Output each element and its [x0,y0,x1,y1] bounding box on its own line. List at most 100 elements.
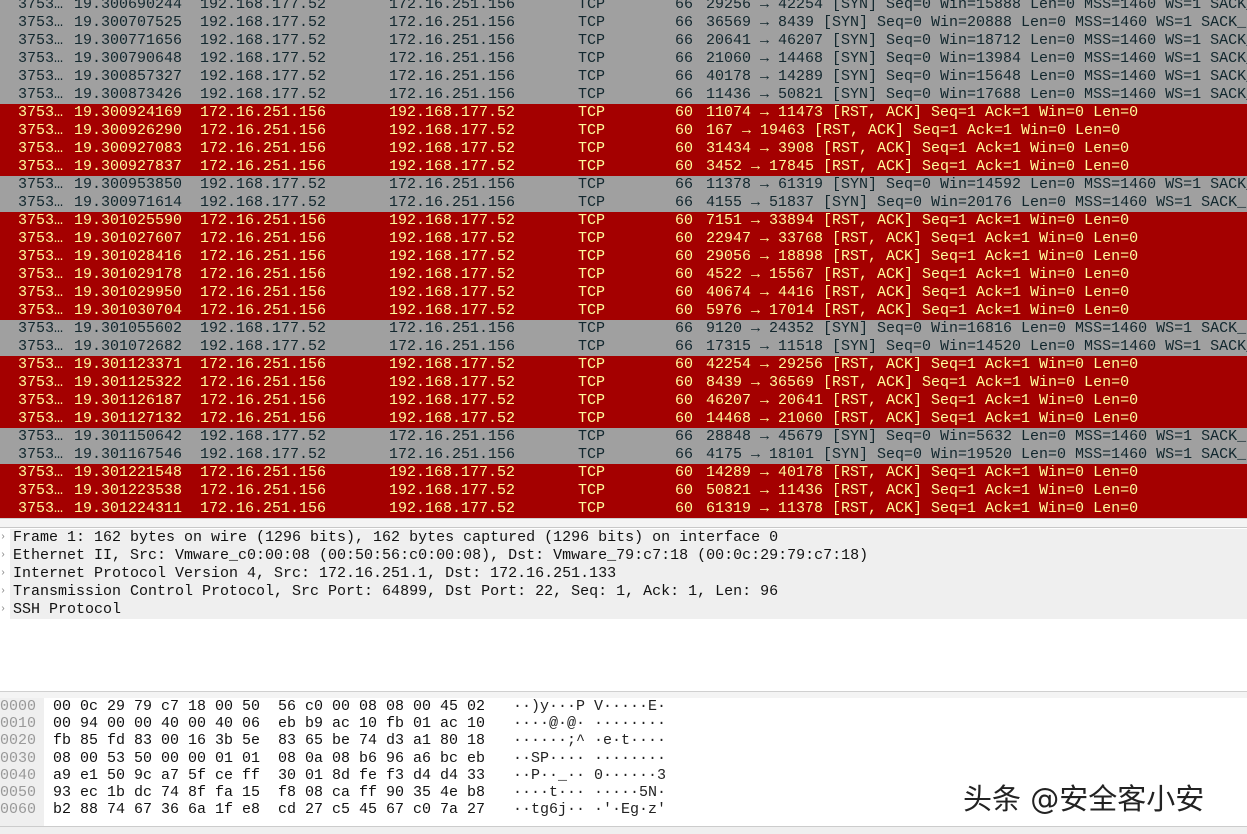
packet-row[interactable]: 3753… 19.300790648 192.168.177.52 172.16.25… [0,50,1247,68]
hex-bytes: 56 c0 00 08 08 00 45 02 [278,698,486,715]
packet-row[interactable]: 3753… 19.300857327 192.168.177.52 172.16.25… [0,68,1247,86]
packet-source: 192.168.177.52 [200,428,327,445]
packet-source: 172.16.251.156 [200,158,327,175]
detail-tree-item[interactable]: › Frame 1: 162 bytes on wire (1296 bits),… [0,529,1247,547]
packet-row[interactable]: 3753… 19.300927083 172.16.251.156 192.168.1… [0,140,1247,158]
packet-destination: 192.168.177.52 [389,356,516,373]
packet-number: 3753… [18,158,64,175]
hex-offset: 0050 [0,783,37,801]
packet-protocol: TCP [578,410,606,427]
packet-destination: 172.16.251.156 [389,320,516,337]
packet-number: 3753… [18,338,64,355]
packet-time: 19.300924169 [74,104,183,121]
packet-time: 19.301224311 [74,500,183,517]
packet-row[interactable]: 3753… 19.300971614 192.168.177.52 172.16.25… [0,194,1247,212]
packet-length: 66 [674,428,693,445]
packet-row[interactable]: 3753… 19.300771656 192.168.177.52 172.16.25… [0,32,1247,50]
packet-row[interactable]: 3753… 19.301224311 172.16.251.156 192.168.1… [0,500,1247,518]
detail-tree-item[interactable]: › SSH Protocol [0,601,1247,619]
packet-info: 46207 → 20641 [RST, ACK] Seq=1 Ack=1 Win… [706,392,1139,409]
packet-row[interactable]: 3753… 19.301125322 172.16.251.156 192.168.1… [0,374,1247,392]
packet-row[interactable]: 3753… 19.301028416 172.16.251.156 192.168.1… [0,248,1247,266]
packet-row[interactable]: 3753… 19.300953850 192.168.177.52 172.16.25… [0,176,1247,194]
packet-source: 192.168.177.52 [200,320,327,337]
packet-destination: 172.16.251.156 [389,68,516,85]
packet-info: 11074 → 11473 [RST, ACK] Seq=1 Ack=1 Win… [706,104,1139,121]
packet-source: 172.16.251.156 [200,464,327,481]
packet-source: 192.168.177.52 [200,338,327,355]
packet-row[interactable]: 3753… 19.301027607 172.16.251.156 192.168.1… [0,230,1247,248]
packet-time: 19.301223538 [74,482,183,499]
hex-offset: 0020 [0,732,37,750]
packet-protocol: TCP [578,392,606,409]
packet-row[interactable]: 3753… 19.301223538 172.16.251.156 192.168.1… [0,482,1247,500]
packet-protocol: TCP [578,212,606,229]
packet-info: 42254 → 29256 [RST, ACK] Seq=1 Ack=1 Win… [706,356,1139,373]
packet-row[interactable]: 3753… 19.301126187 172.16.251.156 192.168.1… [0,392,1247,410]
packet-number: 3753… [18,86,64,103]
detail-tree-item[interactable]: › Internet Protocol Version 4, Src: 172.1… [0,565,1247,583]
packet-number: 3753… [18,248,64,265]
hex-ascii: ··P··_·· 0······3 [513,766,667,784]
hex-row[interactable]: 0050 93 ec 1b dc 74 8f fa 15 f8 08 ca ff 9… [0,784,1247,801]
hex-bytes: a9 e1 50 9c a7 5f ce ff [53,766,261,784]
packet-row[interactable]: 3753… 19.301221548 172.16.251.156 192.168.1… [0,464,1247,482]
hex-row[interactable]: 0000 00 0c 29 79 c7 18 00 50 56 c0 00 08 0… [0,698,1247,715]
expand-arrow-icon[interactable]: › [0,532,7,543]
hex-ascii: ··tg6j·· ·'·Eg·z' [513,801,667,819]
packet-details-pane[interactable]: › Frame 1: 162 bytes on wire (1296 bits),… [0,529,1247,691]
pane-splitter[interactable] [0,518,1247,528]
packet-number: 3753… [18,176,64,193]
hex-ascii: ··)y···P V·····E· [513,698,667,715]
hex-row[interactable]: 0030 08 00 53 50 00 00 01 01 08 0a 08 b6 9… [0,750,1247,767]
packet-row[interactable]: 3753… 19.301029950 172.16.251.156 192.168.1… [0,284,1247,302]
packet-protocol: TCP [578,68,606,85]
packet-length: 66 [674,446,693,463]
hex-row[interactable]: 0020 fb 85 fd 83 00 16 3b 5e 83 65 be 74 d… [0,732,1247,749]
packet-row[interactable]: 3753… 19.301123371 172.16.251.156 192.168.1… [0,356,1247,374]
hex-offset: 0030 [0,749,37,767]
hex-row[interactable]: 0040 a9 e1 50 9c a7 5f ce ff 30 01 8d fe f… [0,767,1247,784]
packet-row[interactable]: 3753… 19.301055602 192.168.177.52 172.16.25… [0,320,1247,338]
packet-length: 66 [674,338,693,355]
packet-row[interactable]: 3753… 19.300927837 172.16.251.156 192.168.1… [0,158,1247,176]
expand-arrow-icon[interactable]: › [0,604,7,615]
packet-source: 172.16.251.156 [200,248,327,265]
packet-number: 3753… [18,374,64,391]
packet-info: 50821 → 11436 [RST, ACK] Seq=1 Ack=1 Win… [706,482,1139,499]
packet-row[interactable]: 3753… 19.300873426 192.168.177.52 172.16.25… [0,86,1247,104]
packet-row[interactable]: 3753… 19.300707525 192.168.177.52 172.16.25… [0,14,1247,32]
packet-row[interactable]: 3753… 19.301167546 192.168.177.52 172.16.25… [0,446,1247,464]
hex-row[interactable]: 0010 00 94 00 00 40 00 40 06 eb b9 ac 10 f… [0,715,1247,732]
detail-tree-item[interactable]: › Ethernet II, Src: Vmware_c0:00:08 (00:5… [0,547,1247,565]
packet-row[interactable]: 3753… 19.301150642 192.168.177.52 172.16.25… [0,428,1247,446]
packet-row[interactable]: 3753… 19.301029178 172.16.251.156 192.168.1… [0,266,1247,284]
packet-length: 60 [674,464,693,481]
hex-row[interactable]: 0060 b2 88 74 67 36 6a 1f e8 cd 27 c5 45 6… [0,801,1247,818]
packet-bytes-pane[interactable]: 0000 00 0c 29 79 c7 18 00 50 56 c0 00 08 0… [0,698,1247,826]
packet-row[interactable]: 3753… 19.301030704 172.16.251.156 192.168.1… [0,302,1247,320]
packet-length: 66 [674,176,693,193]
packet-number: 3753… [18,50,64,67]
packet-row[interactable]: 3753… 19.300690244 192.168.177.52 172.16.25… [0,0,1247,14]
detail-tree-item[interactable]: › Transmission Control Protocol, Src Port… [0,583,1247,601]
expand-arrow-icon[interactable]: › [0,586,7,597]
packet-number: 3753… [18,230,64,247]
packet-destination: 192.168.177.52 [389,104,516,121]
packet-number: 3753… [18,266,64,283]
packet-source: 192.168.177.52 [200,0,327,13]
packet-row[interactable]: 3753… 19.301025590 172.16.251.156 192.168.1… [0,212,1247,230]
expand-arrow-icon[interactable]: › [0,568,7,579]
packet-number: 3753… [18,302,64,319]
packet-row[interactable]: 3753… 19.300926290 172.16.251.156 192.168.1… [0,122,1247,140]
packet-row[interactable]: 3753… 19.301127132 172.16.251.156 192.168.1… [0,410,1247,428]
hex-offset: 0000 [0,698,37,715]
packet-row[interactable]: 3753… 19.300924169 172.16.251.156 192.168.1… [0,104,1247,122]
packet-protocol: TCP [578,302,606,319]
packet-time: 19.301029950 [74,284,183,301]
packet-list[interactable]: 3753… 19.300690244 192.168.177.52 172.16.25… [0,0,1247,518]
packet-number: 3753… [18,284,64,301]
expand-arrow-icon[interactable]: › [0,550,7,561]
packet-source: 192.168.177.52 [200,86,327,103]
packet-row[interactable]: 3753… 19.301072682 192.168.177.52 172.16.25… [0,338,1247,356]
